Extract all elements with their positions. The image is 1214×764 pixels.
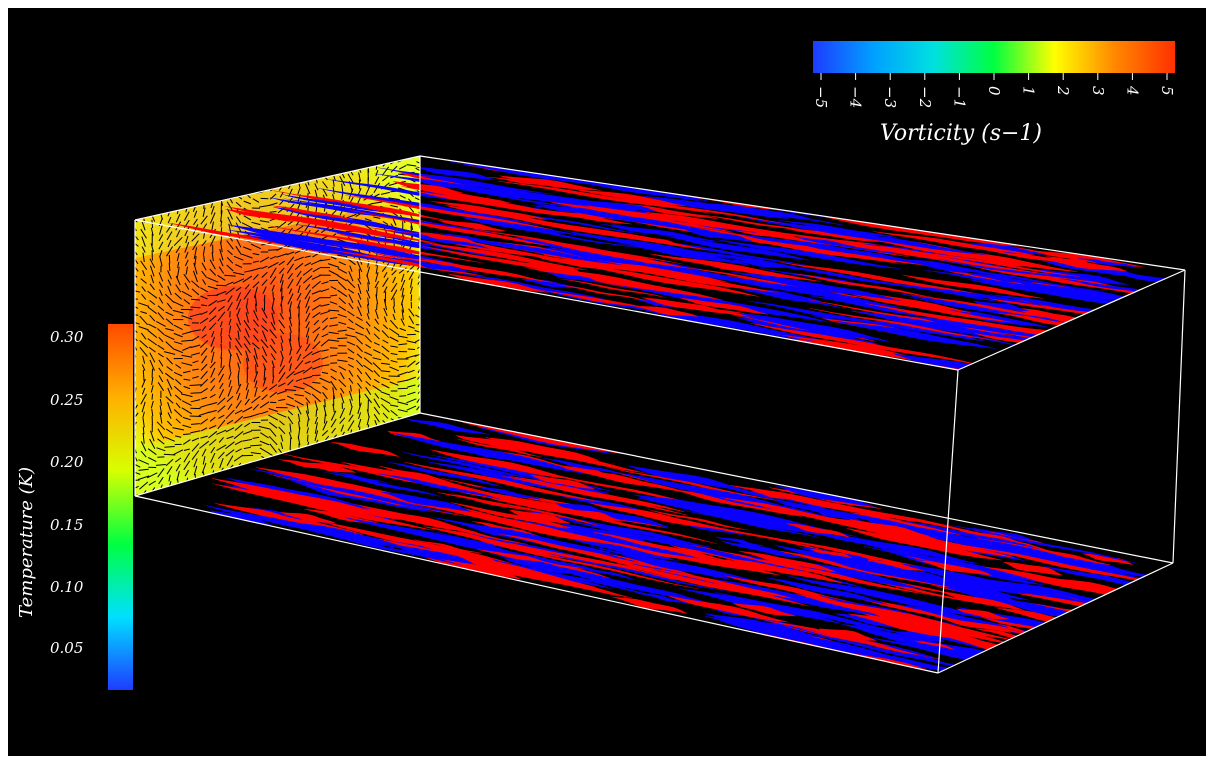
- temperature-tick-label: 0.10: [50, 578, 84, 596]
- temperature-slice: [135, 156, 420, 496]
- vorticity-tick-label: 3: [1089, 86, 1107, 96]
- vorticity-tick-label: −5: [812, 86, 830, 108]
- vorticity-tick-label: −4: [847, 86, 865, 108]
- temperature-tick-label: 0.05: [50, 639, 83, 657]
- temperature-colorbar: 0.30 0.25 0.20 0.15 0.10 0.05 Temperature (K): [16, 324, 133, 690]
- temperature-tick-label: 0.30: [50, 328, 84, 346]
- visualization-frame: −5 −4 −3 −2 −1 0 1 2 3 4 5 Vorticity (s−1) 0.30 0.2…: [8, 8, 1206, 756]
- vorticity-colorbar-title: Vorticity (s−1): [880, 121, 1042, 146]
- vorticity-volume-render: −5 −4 −3 −2 −1 0 1 2 3 4 5 Vorticity (s−1) 0.30 0.2…: [16, 41, 1186, 690]
- vorticity-tick-label: 1: [1020, 86, 1038, 96]
- vorticity-tick-label: 0: [985, 86, 1003, 96]
- vorticity-tick-label: −2: [916, 86, 934, 108]
- temperature-tick-label: 0.25: [50, 391, 83, 409]
- temperature-colorbar-title: Temperature (K): [16, 467, 37, 618]
- bottom-vorticity-layer: [202, 418, 1173, 673]
- vorticity-tick-label: −1: [950, 86, 968, 108]
- vorticity-colorbar: −5 −4 −3 −2 −1 0 1 2 3 4 5 Vorticity (s−1): [812, 41, 1176, 146]
- temperature-tick-label: 0.20: [50, 453, 84, 471]
- vorticity-tick-marks: [820, 73, 1168, 80]
- vorticity-tick-label: 4: [1123, 85, 1141, 96]
- vorticity-tick-label: 5: [1158, 86, 1176, 96]
- domain-box: [134, 155, 1186, 674]
- temperature-colorbar-gradient: [108, 324, 133, 690]
- temperature-tick-label: 0.15: [50, 516, 83, 534]
- vorticity-tick-label: 2: [1054, 85, 1072, 96]
- vorticity-colorbar-gradient: [813, 41, 1175, 73]
- vorticity-tick-label: −3: [881, 86, 899, 108]
